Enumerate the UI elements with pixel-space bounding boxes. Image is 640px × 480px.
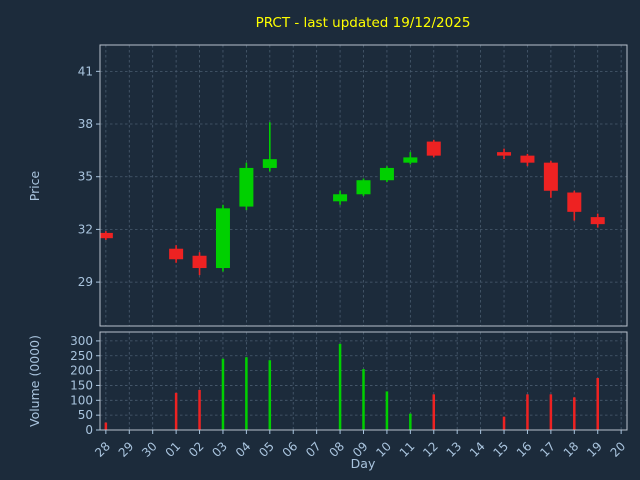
volume-bar <box>409 413 412 430</box>
x-tick-label: 06 <box>280 439 301 460</box>
candle-body <box>497 152 512 156</box>
volume-bar <box>549 394 553 430</box>
x-tick-label: 19 <box>584 439 605 460</box>
volume-bar <box>338 343 342 430</box>
candle <box>497 148 512 160</box>
candle <box>239 162 254 211</box>
y-tick-label: 150 <box>70 378 93 392</box>
candle <box>590 213 605 228</box>
day-axis-label: Day <box>351 456 376 471</box>
x-tick-label: 28 <box>92 439 113 460</box>
candlesticks <box>100 122 605 276</box>
x-tick-label: 17 <box>537 439 558 460</box>
x-tick-label: 12 <box>420 439 441 460</box>
candle <box>356 178 371 197</box>
candle <box>403 152 418 165</box>
volume-bars <box>104 343 599 430</box>
candle <box>567 190 582 221</box>
x-tick-label: 13 <box>444 439 465 460</box>
candle-body <box>520 155 535 163</box>
volume-bar <box>268 360 272 430</box>
plot-border <box>99 44 628 327</box>
x-tick-label: 08 <box>326 439 347 460</box>
candle <box>262 122 277 172</box>
candle-body <box>100 232 113 239</box>
volume-bar <box>502 416 506 430</box>
volume-bar <box>385 391 389 430</box>
candle-body <box>543 162 558 191</box>
candle-body <box>262 159 277 168</box>
x-tick-label: 30 <box>139 439 160 460</box>
y-tick-label: 200 <box>70 364 93 378</box>
x-tick-label: 04 <box>233 439 254 460</box>
candle <box>333 190 348 205</box>
y-tick-label: 38 <box>78 117 93 131</box>
candle <box>379 166 394 182</box>
x-tick-label: 01 <box>163 439 184 460</box>
price-axis-label: Price <box>27 170 42 201</box>
candle <box>100 231 113 240</box>
candle-body <box>169 248 184 260</box>
x-tick-label: 11 <box>397 439 418 460</box>
x-tick-label: 10 <box>373 439 394 460</box>
candle <box>215 204 230 272</box>
candle <box>426 139 441 158</box>
volume-bar <box>596 378 599 430</box>
volume-bar <box>174 392 178 430</box>
volume-bar <box>362 369 365 430</box>
y-tick-label: 35 <box>78 170 93 184</box>
volume-bar <box>198 389 201 430</box>
volume-axis-label: Volume (0000) <box>27 335 42 427</box>
y-tick-label: 29 <box>78 275 93 289</box>
y-tick-label: 250 <box>70 349 93 363</box>
candle-body <box>192 255 207 269</box>
candle <box>543 160 558 198</box>
volume-bar <box>104 422 108 430</box>
y-tick-label: 50 <box>78 408 93 422</box>
volume-bar <box>526 394 529 430</box>
x-tick-label: 02 <box>186 439 207 460</box>
volume-bar <box>432 394 436 430</box>
y-tick-label: 0 <box>85 423 93 437</box>
candle-body <box>403 157 418 163</box>
volume-bar <box>573 397 576 430</box>
candle-body <box>333 194 348 202</box>
y-tick-label: 32 <box>78 222 93 236</box>
x-tick-label: 03 <box>209 439 230 460</box>
volume-bar <box>245 357 248 430</box>
candle-body <box>356 180 371 195</box>
x-tick-label: 14 <box>467 439 488 460</box>
x-tick-label: 20 <box>608 439 629 460</box>
candle-body <box>239 167 254 207</box>
x-tick-label: 18 <box>561 439 582 460</box>
x-tick-label: 16 <box>514 439 535 460</box>
candle-body <box>567 192 582 212</box>
y-tick-label: 41 <box>78 64 93 78</box>
volume-bar <box>221 358 225 430</box>
chart-title: PRCT - last updated 19/12/2025 <box>256 15 471 31</box>
y-tick-label: 300 <box>70 334 93 348</box>
candle-body <box>379 167 394 181</box>
y-tick-label: 100 <box>70 393 93 407</box>
candle-body <box>590 217 605 225</box>
candle <box>192 252 207 276</box>
candle <box>169 245 184 263</box>
x-tick-label: 15 <box>490 439 511 460</box>
x-tick-label: 29 <box>116 439 137 460</box>
candle-body <box>426 141 441 156</box>
candle <box>520 153 535 167</box>
candle-body <box>215 208 230 269</box>
price-frame: 29 32 35 38 41 <box>78 44 628 327</box>
x-tick-label: 07 <box>303 439 324 460</box>
x-tick-label: 05 <box>256 439 277 460</box>
